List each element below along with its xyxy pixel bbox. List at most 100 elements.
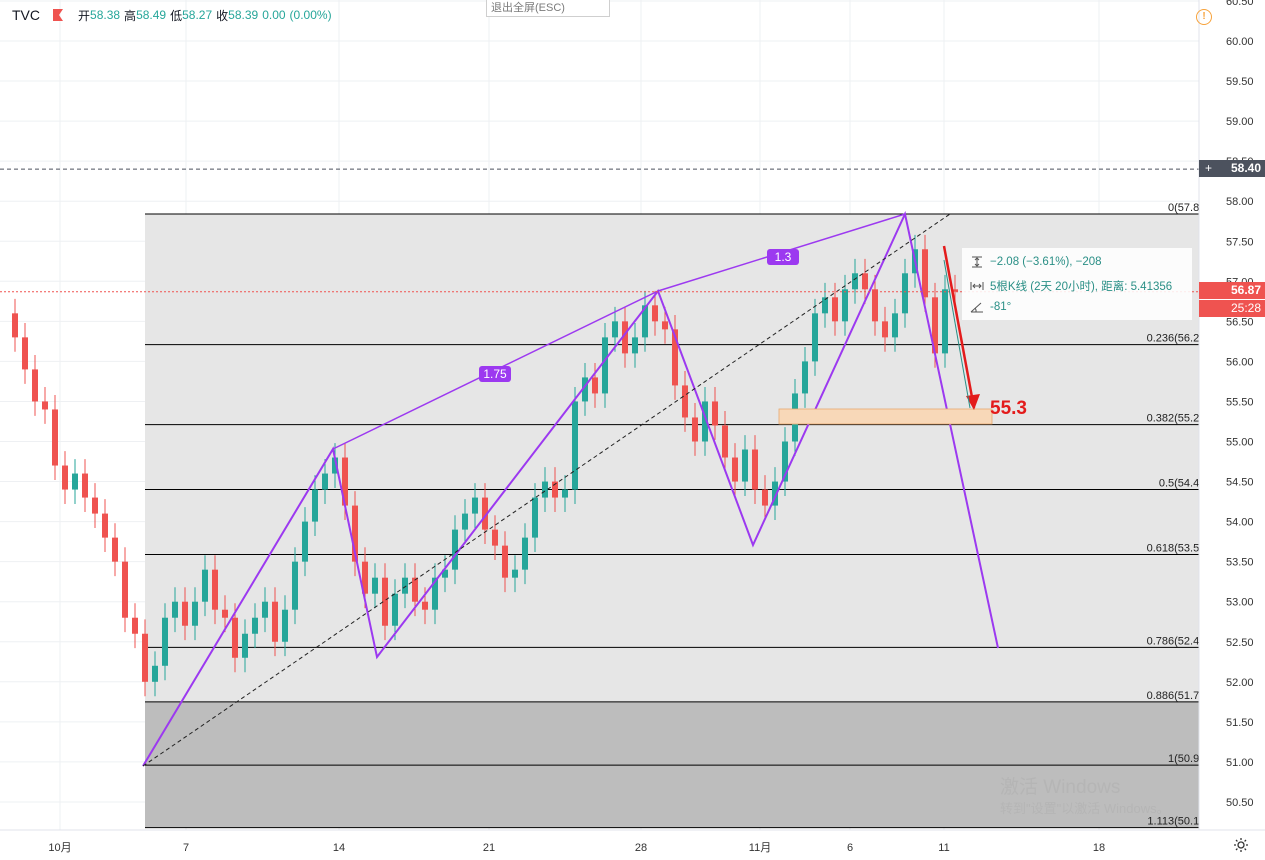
candle-up[interactable] (292, 561, 298, 610)
candle-up[interactable] (432, 577, 438, 610)
candle-down[interactable] (862, 273, 868, 290)
candle-down[interactable] (212, 569, 218, 610)
candle-up[interactable] (152, 665, 158, 682)
candle-up[interactable] (892, 313, 898, 338)
settings-gear-icon[interactable] (1233, 837, 1249, 853)
candle-down[interactable] (112, 537, 118, 562)
candle-up[interactable] (852, 273, 858, 290)
candle-up[interactable] (312, 489, 318, 522)
candle-down[interactable] (662, 321, 668, 330)
candle-down[interactable] (122, 561, 128, 618)
candle-up[interactable] (322, 473, 328, 490)
candle-up[interactable] (522, 537, 528, 570)
candle-down[interactable] (722, 425, 728, 458)
candle-down[interactable] (232, 617, 238, 658)
warning-icon[interactable]: ! (1196, 9, 1212, 25)
candle-up[interactable] (302, 521, 308, 562)
candle-down[interactable] (682, 385, 688, 418)
candle-up[interactable] (602, 337, 608, 394)
candle-up[interactable] (172, 601, 178, 618)
flag-icon[interactable] (52, 9, 64, 21)
candle-down[interactable] (32, 369, 38, 402)
harmonic-pattern[interactable]: 1.75 1.3 (142, 210, 999, 767)
candle-down[interactable] (132, 617, 138, 634)
candle-down[interactable] (12, 313, 18, 338)
candle-down[interactable] (272, 601, 278, 642)
projection-arrow[interactable] (942, 245, 976, 409)
candle-down[interactable] (222, 609, 228, 618)
candle-up[interactable] (202, 569, 208, 602)
candle-down[interactable] (882, 321, 888, 338)
candle-up[interactable] (812, 313, 818, 362)
candle-up[interactable] (632, 337, 638, 354)
candle-down[interactable] (42, 401, 48, 410)
candle-down[interactable] (102, 513, 108, 538)
price-axis[interactable]: 60.5060.0059.5059.0058.5058.0057.5057.00… (1198, 0, 1265, 830)
candle-up[interactable] (282, 609, 288, 642)
candle-up[interactable] (702, 401, 708, 442)
exit-fullscreen-button[interactable]: 退出全屏(ESC) (486, 0, 610, 17)
candle-down[interactable] (382, 577, 388, 626)
candle-down[interactable] (482, 497, 488, 530)
candle-up[interactable] (442, 569, 448, 578)
candle-down[interactable] (492, 529, 498, 546)
candle-down[interactable] (352, 505, 358, 562)
candle-up[interactable] (372, 577, 378, 594)
candle-down[interactable] (592, 377, 598, 394)
candle-up[interactable] (392, 593, 398, 626)
candle-down[interactable] (552, 481, 558, 498)
symbol-name[interactable]: TVC (12, 7, 40, 23)
candle-down[interactable] (182, 601, 188, 626)
candle-up[interactable] (802, 361, 808, 394)
candle-down[interactable] (82, 473, 88, 498)
candle-up[interactable] (842, 289, 848, 322)
candle-up[interactable] (472, 497, 478, 514)
candle-up[interactable] (742, 449, 748, 482)
candle-up[interactable] (572, 401, 578, 490)
candle-up[interactable] (532, 497, 538, 538)
candle-up[interactable] (772, 481, 778, 506)
candle-down[interactable] (62, 465, 68, 490)
candle-up[interactable] (512, 569, 518, 578)
candle-down[interactable] (22, 337, 28, 370)
candle-up[interactable] (452, 529, 458, 570)
candle-down[interactable] (952, 289, 958, 292)
candle-down[interactable] (412, 577, 418, 602)
candle-up[interactable] (192, 601, 198, 626)
candle-down[interactable] (932, 297, 938, 354)
candle-up[interactable] (332, 457, 338, 474)
candle-up[interactable] (642, 305, 648, 338)
overlay-drawings[interactable] (0, 168, 1199, 425)
candle-down[interactable] (142, 633, 148, 682)
candle-up[interactable] (72, 473, 78, 490)
candle-down[interactable] (342, 457, 348, 506)
candle-up[interactable] (162, 617, 168, 666)
candle-up[interactable] (902, 273, 908, 314)
candle-up[interactable] (242, 633, 248, 658)
candlesticks[interactable] (12, 234, 958, 697)
candle-down[interactable] (762, 489, 768, 506)
candle-up[interactable] (582, 377, 588, 402)
candle-down[interactable] (732, 457, 738, 482)
candle-up[interactable] (252, 617, 258, 634)
time-axis[interactable]: 10月 7 14 21 28 11月 6 11 18 (0, 829, 1265, 860)
candle-up[interactable] (782, 441, 788, 482)
target-zone[interactable] (778, 408, 993, 425)
candle-down[interactable] (362, 561, 368, 594)
candle-down[interactable] (502, 545, 508, 578)
candle-down[interactable] (92, 497, 98, 514)
candle-up[interactable] (402, 577, 408, 594)
candle-down[interactable] (832, 297, 838, 322)
candle-up[interactable] (462, 513, 468, 530)
candle-down[interactable] (622, 321, 628, 354)
candle-up[interactable] (942, 289, 948, 354)
candle-up[interactable] (612, 321, 618, 338)
candle-down[interactable] (672, 329, 678, 386)
candle-down[interactable] (872, 289, 878, 322)
candle-down[interactable] (692, 417, 698, 442)
candle-down[interactable] (712, 401, 718, 426)
candle-down[interactable] (422, 601, 428, 610)
candle-up[interactable] (262, 601, 268, 618)
candle-down[interactable] (652, 305, 658, 322)
